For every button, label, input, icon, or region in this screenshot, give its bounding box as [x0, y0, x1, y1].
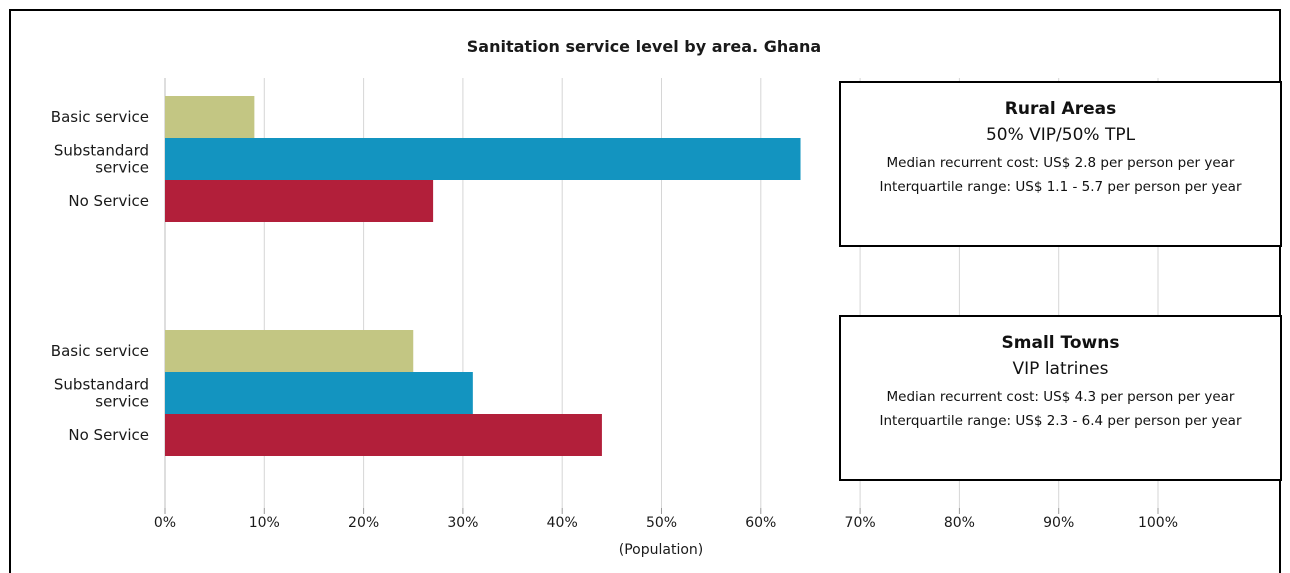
annotation-title: Small Towns: [1001, 333, 1120, 353]
annotation-subtitle: 50% VIP/50% TPL: [985, 125, 1136, 145]
category-label: Basic service: [51, 342, 149, 360]
annotation-rural-areas: Rural Areas 50% VIP/50% TPL Median recur…: [839, 81, 1282, 247]
category-label: No Service: [68, 192, 149, 210]
x-tick-label: 40%: [547, 515, 578, 531]
bars: [165, 96, 801, 456]
category-label: Basic service: [51, 108, 149, 126]
category-label: Substandard service: [54, 376, 149, 411]
annotation-title: Rural Areas: [1004, 99, 1117, 119]
x-tick-label: 60%: [745, 515, 776, 531]
bar-none: [165, 180, 434, 222]
x-tick-label: 50%: [646, 515, 677, 531]
x-tick-label: 90%: [1043, 515, 1074, 531]
chart-title: Sanitation service level by area. Ghana: [467, 37, 821, 56]
x-tick-label: 30%: [447, 515, 478, 531]
x-tick-label: 80%: [944, 515, 975, 531]
annotation-subtitle: VIP latrines: [1012, 359, 1109, 379]
x-axis-label: (Population): [619, 542, 703, 558]
bar-substandard: [165, 138, 801, 180]
x-tick-label: 70%: [845, 515, 876, 531]
bar-substandard: [165, 372, 473, 414]
bar-basic: [165, 96, 255, 138]
annotation-interquartile-range: Interquartile range: US$ 2.3 - 6.4 per p…: [879, 413, 1242, 429]
x-tick-label: 0%: [154, 515, 176, 531]
category-label: Substandard service: [54, 142, 149, 177]
annotation-median-cost: Median recurrent cost: US$ 4.3 per perso…: [886, 389, 1235, 405]
x-tick-label: 10%: [249, 515, 280, 531]
x-tick-label: 20%: [348, 515, 379, 531]
category-label: No Service: [68, 426, 149, 444]
bar-basic: [165, 330, 414, 372]
x-tick-label: 100%: [1138, 515, 1178, 531]
category-labels: Basic service Substandard service No Servic…: [51, 108, 149, 444]
annotation-median-cost: Median recurrent cost: US$ 2.8 per perso…: [886, 155, 1235, 171]
annotation-interquartile-range: Interquartile range: US$ 1.1 - 5.7 per p…: [879, 179, 1242, 195]
x-tick-labels: 0% 10% 20% 30% 40% 50% 60% 70% 80% 90% 100%: [154, 515, 1178, 531]
bar-none: [165, 414, 602, 456]
annotation-small-towns: Small Towns VIP latrines Median recurren…: [839, 315, 1282, 481]
